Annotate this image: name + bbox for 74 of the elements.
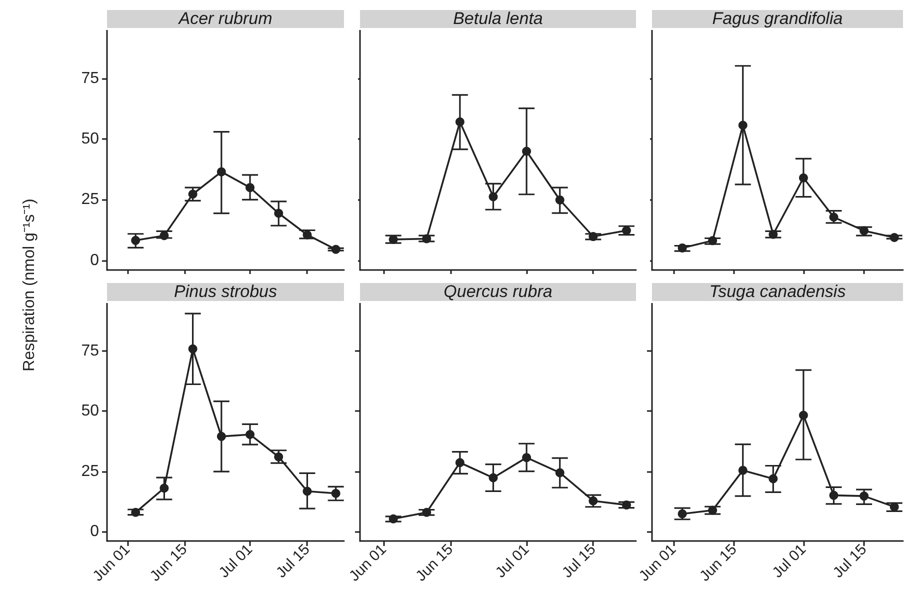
y-tick-label: 25 [81,191,100,208]
point [829,490,838,500]
point [422,234,432,244]
chart-title: Betula lenta [360,9,636,28]
point [522,453,532,462]
chart-title: Tsuga canadensis [652,282,903,301]
point [160,231,169,240]
y-tick-label: 0 [90,522,100,540]
y-tick-label: 25 [81,462,100,480]
x-tick-label: Jun 01 [636,540,680,585]
x-tick-label: Jul 15 [272,540,314,582]
x-tick-label: Jul 15 [830,540,870,582]
x-tick-label: Jul 15 [558,540,600,582]
x-tick-label: Jul 01 [769,540,810,582]
point [274,208,284,218]
point [708,506,718,515]
point [488,473,498,482]
chart-title: Quercus rubra [360,282,636,301]
x-tick-label: Jul 01 [216,540,256,582]
point [555,468,564,478]
point [768,230,778,239]
point [422,508,432,517]
point [829,212,838,222]
point [738,120,748,130]
point [678,243,687,252]
x-tick-label: Jul 01 [492,540,533,582]
point [555,195,564,204]
y-tick-label: 75 [81,342,100,360]
point [622,226,631,235]
point [455,458,464,468]
point [678,509,687,518]
x-tick-label: Jun 15 [412,540,456,585]
x-tick-label: Jun 01 [90,540,134,585]
chart-title: Pinus strobus [107,282,344,301]
x-tick-label: Jun 01 [346,540,390,585]
point [522,146,532,156]
y-tick-label: 50 [81,130,100,148]
point [860,492,869,501]
point [860,226,869,236]
point [274,452,284,462]
chart-title: Acer rubrum [107,9,344,28]
point [160,484,169,493]
point [388,514,398,524]
point [622,500,631,510]
point [890,233,899,242]
x-tick-label: Jun 15 [696,540,740,585]
point [302,486,312,496]
point [798,173,808,182]
point [768,474,778,484]
point [488,192,498,202]
point [131,508,140,517]
point [588,232,598,242]
y-tick-label: 0 [90,252,100,269]
point [246,183,255,192]
point [188,344,198,354]
point [331,488,340,498]
point [890,502,899,512]
point [588,496,598,506]
y-tick-label: 50 [81,402,100,420]
point [246,430,255,439]
x-tick-label: Jun 15 [146,540,191,585]
point [738,466,748,475]
point [216,432,226,441]
chart-title: Fagus grandifolia [652,9,903,28]
point [188,190,198,199]
point [331,244,340,254]
y-axis-title: Respiration (nmol g⁻¹s⁻¹) [20,198,39,372]
point [798,410,808,420]
point [455,117,464,126]
y-tick-label: 75 [81,70,100,87]
point [131,236,140,245]
point [302,230,312,240]
point [216,167,226,176]
point [708,236,718,246]
